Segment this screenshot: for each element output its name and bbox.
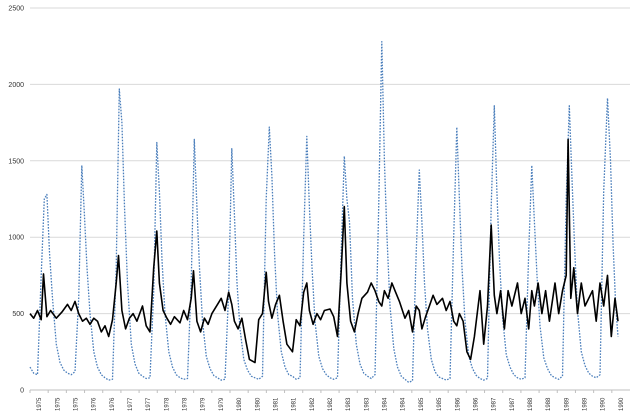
x-tick-label: 1980: [255, 397, 261, 411]
x-tick-label: 1985: [437, 397, 443, 411]
x-tick-label: 1986: [473, 397, 479, 411]
x-tick-label: 1975: [37, 397, 43, 411]
x-tick-label: 1987: [510, 397, 516, 411]
x-tick-label: 1975: [55, 397, 61, 411]
x-tick-label: 1984: [401, 397, 407, 411]
x-tick-label: 1983: [364, 397, 370, 411]
x-tick-label: 1982: [310, 397, 316, 411]
x-tick-label: 1979: [219, 397, 225, 411]
x-tick-label: 1977: [128, 397, 134, 411]
x-tick-label: 1976: [92, 397, 98, 411]
x-tick-label: 1990: [619, 397, 625, 411]
x-tick-label: 1983: [346, 397, 352, 411]
x-tick-label: 1986: [455, 397, 461, 411]
x-tick-label: 1990: [601, 397, 607, 411]
y-tick-label: 1000: [8, 235, 24, 242]
y-tick-label: 1500: [8, 158, 24, 165]
series-line-dotted: [29, 40, 619, 384]
y-tick-label: 500: [12, 311, 24, 318]
y-tick-label: 2500: [8, 6, 24, 13]
y-axis: 0 500 1000 1500 2000 2500: [8, 6, 24, 395]
series-line-solid: [29, 138, 619, 364]
x-axis: 1975 1975 1975 1976 1976 1977 1977 1978 1978 1979…: [29, 390, 625, 411]
x-tick-label: 1981: [292, 397, 298, 411]
x-tick-label: 1980: [237, 397, 243, 411]
x-tick-label: 1976: [110, 397, 116, 411]
x-tick-label: 1984: [383, 397, 389, 411]
y-tick-label: 0: [20, 388, 24, 395]
y-tick-label: 2000: [8, 82, 24, 89]
x-tick-label: 1975: [73, 397, 79, 411]
x-tick-label: 1987: [492, 397, 498, 411]
series-group: [29, 40, 619, 384]
x-tick-label: 1977: [146, 397, 152, 411]
x-tick-label: 1988: [528, 397, 534, 411]
x-tick-label: 1989: [583, 397, 589, 411]
x-tick-label: 1978: [183, 397, 189, 411]
x-tick-label: 1985: [419, 397, 425, 411]
x-tick-label: 1988: [546, 397, 552, 411]
x-tick-label: 1982: [328, 397, 334, 411]
x-tick-label: 1979: [201, 397, 207, 411]
x-tick-label: 1978: [164, 397, 170, 411]
x-tick-label: 1989: [564, 397, 570, 411]
x-tick-label: 1981: [273, 397, 279, 411]
